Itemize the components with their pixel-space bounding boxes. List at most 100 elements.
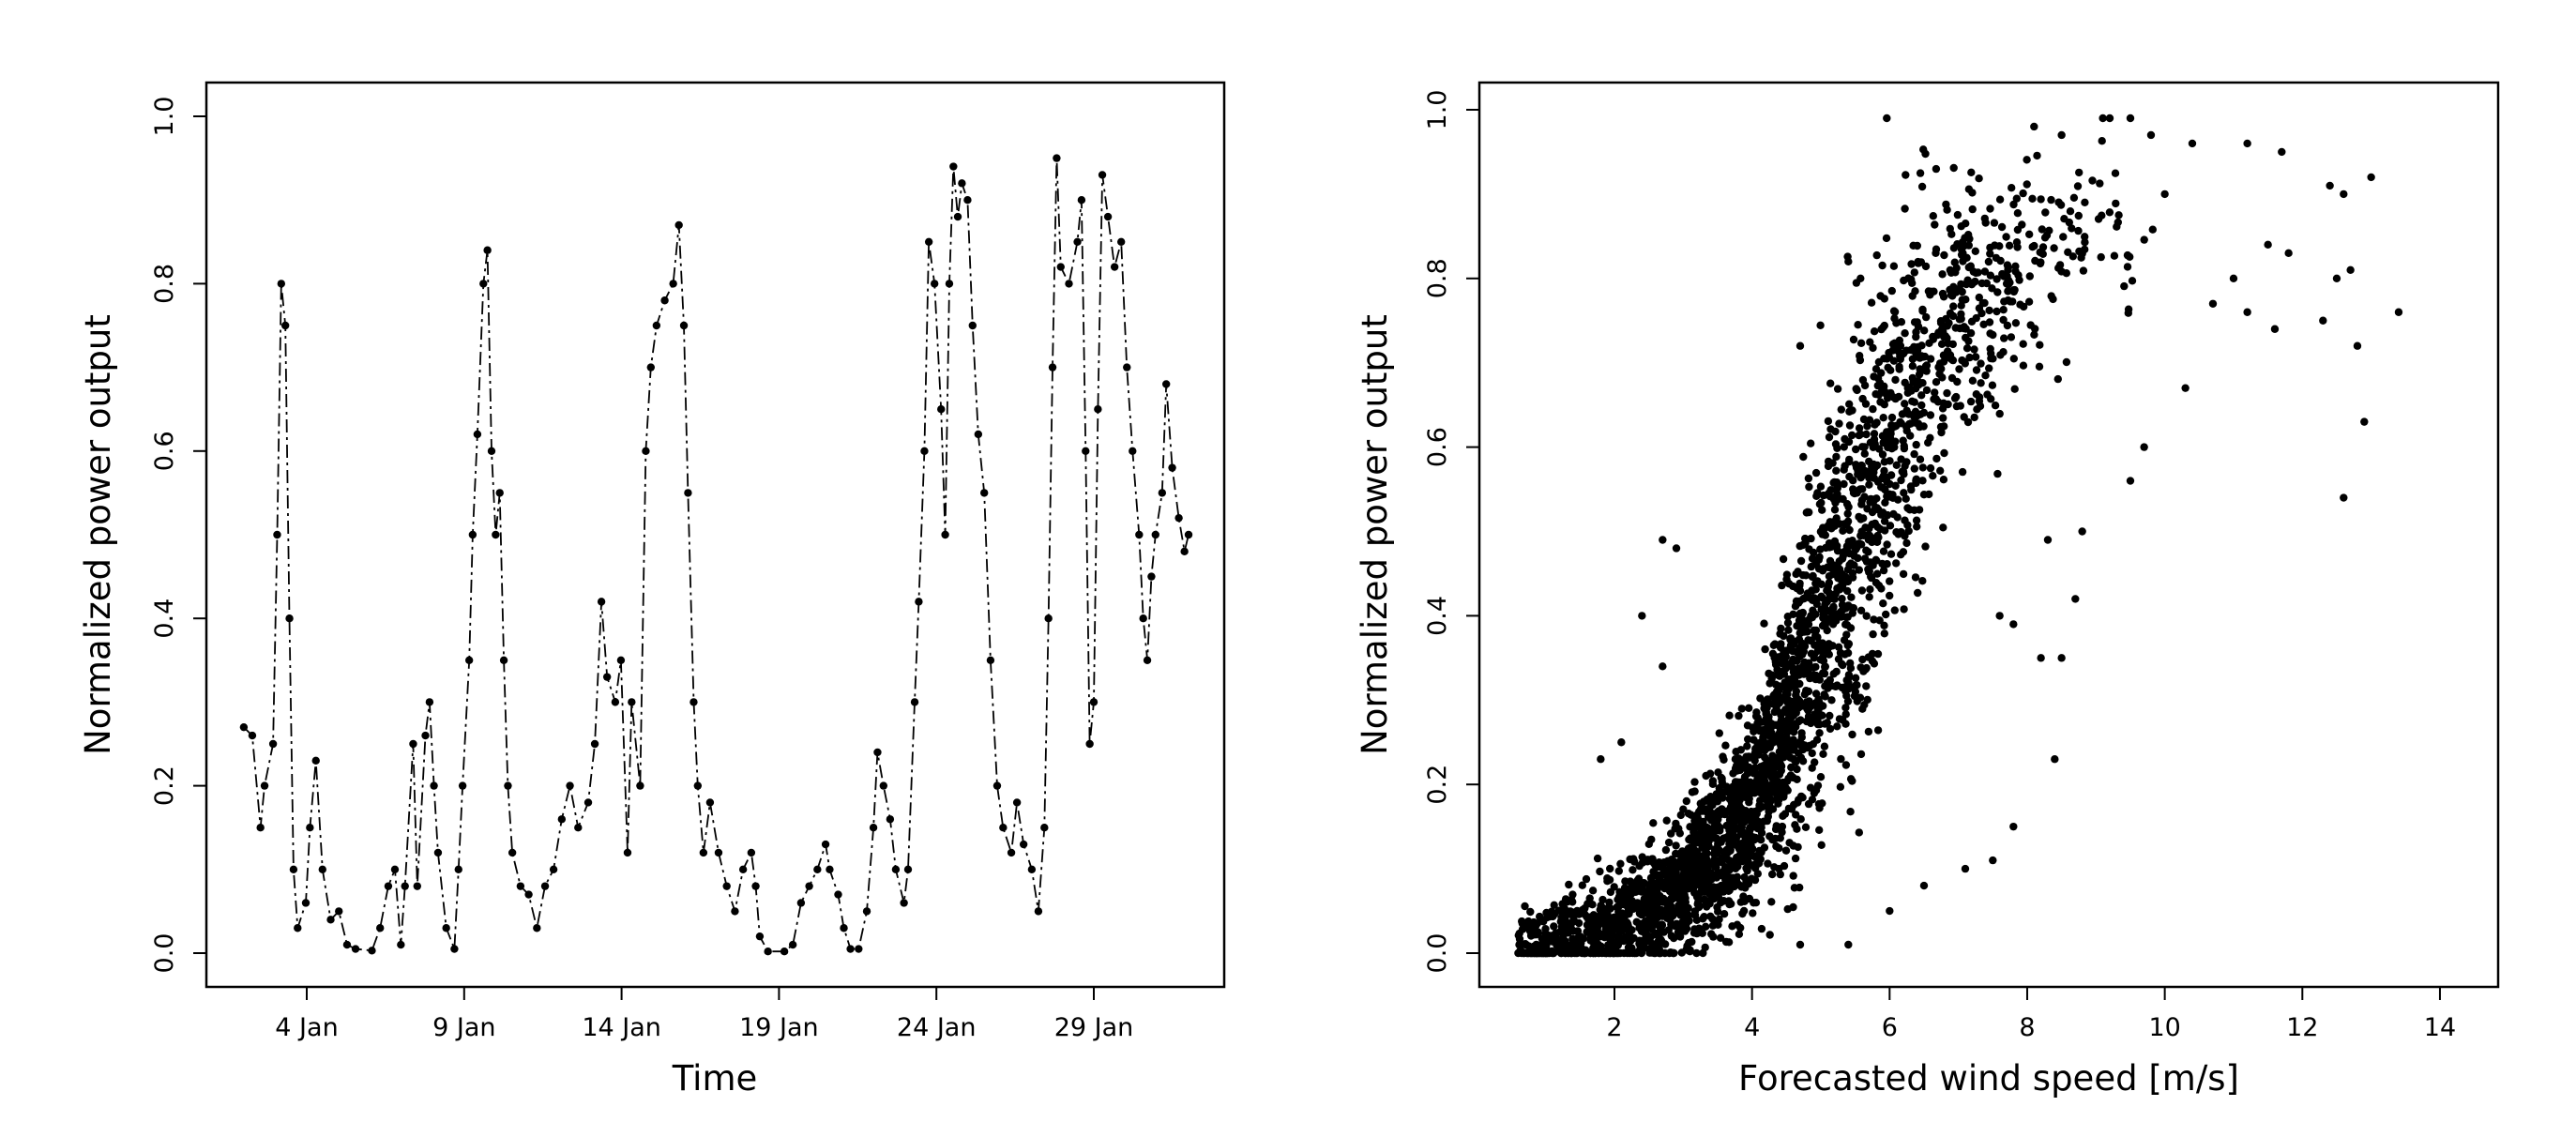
scatter-point [1932,395,1940,403]
scatter-point [1894,392,1903,402]
scatter-point [1768,870,1777,879]
scatter-point [1745,859,1753,869]
scatter-point [1725,815,1735,825]
scatter-point [1853,681,1861,690]
scatter-point [1654,906,1662,915]
scatter-point [1767,898,1776,906]
scatter-point [2047,195,2055,205]
scatter-point [1778,659,1787,668]
scatter-point [2030,241,2038,250]
scatter-point [1855,539,1864,548]
scatter-point [1796,556,1806,566]
scatter-point [1841,710,1850,719]
scatter-point [1940,250,1948,260]
scatter-point [1549,948,1558,958]
scatter-point [1777,766,1786,775]
data-point [397,940,405,949]
data-point [945,280,954,288]
scatter-point [1728,808,1736,816]
scatter-point [1939,399,1948,407]
scatter-point [1835,419,1843,428]
scatter-point [1871,389,1880,399]
scatter-point [1625,910,1633,918]
scatter-point [1721,937,1731,947]
data-point [623,848,632,857]
scatter-point [2037,195,2045,204]
scatter-point [1719,752,1727,761]
scatter-point [1888,491,1897,499]
scatter-point [1883,560,1891,568]
scatter-point [1715,846,1724,855]
scatter-point [1874,582,1884,590]
scatter-point [1946,224,1954,234]
scatter-point [1899,467,1908,477]
scatter-point [1698,929,1707,937]
scatter-point [2028,194,2037,203]
scatter-point [1865,593,1873,601]
scatter-point [2243,139,2251,148]
scatter-point [1856,274,1865,282]
scatter-point [1986,250,1994,258]
scatter-point [2057,130,2066,140]
scatter-point [1886,522,1895,530]
scatter-point [1604,903,1613,912]
scatter-point [1989,355,1997,363]
scatter-point [1999,315,2008,325]
scatter-point [1960,413,1968,421]
data-point [869,824,878,832]
scatter-point [1794,842,1802,852]
scatter-point [1814,565,1824,573]
scatter-point [1799,452,1808,462]
scatter-point [1874,506,1883,514]
scatter-point [2053,374,2062,384]
scatter-point [1838,659,1846,668]
scatter-point [1739,906,1749,916]
scatter-point [1901,205,1909,213]
scatter-point [1578,881,1587,889]
scatter-point [1776,726,1785,735]
data-point [930,280,939,288]
scatter-point [1725,711,1734,720]
scatter-point [1844,640,1854,648]
data-point [409,739,417,749]
scatter-point [1667,902,1675,911]
data-point [652,321,661,330]
scatter-point [1859,514,1868,523]
scatter-point [1826,675,1835,684]
scatter-point [1785,726,1795,735]
scatter-point [1921,542,1930,551]
scatter-point [1922,361,1932,370]
scatter-point [1804,474,1813,483]
scatter-point [1937,325,1947,334]
scatter-point [1934,363,1943,371]
scatter-point [1807,562,1816,571]
scatter-point [1853,386,1861,395]
data-point [674,220,683,230]
scatter-point [1658,938,1666,947]
scatter-point [1765,806,1774,814]
scatter-point [1757,828,1766,837]
data-point [764,948,772,956]
scatter-point [1722,787,1732,796]
scatter-point [1989,330,1997,340]
scatter-point [1870,659,1879,668]
scatter-point [1721,741,1730,750]
scatter-point [1917,410,1925,418]
scatter-point [1824,583,1833,591]
scatter-point [1807,439,1815,447]
scatter-point [1725,840,1734,848]
scatter-point [1778,827,1786,837]
scatter-point [1617,738,1626,747]
scatter-point [1943,334,1951,342]
scatter-point [1550,910,1559,918]
data-point [280,321,290,330]
scatter-point [1763,788,1771,796]
scatter-point [1924,287,1933,296]
scatter-point [1866,470,1874,478]
scatter-point [2146,130,2156,140]
scatter-point [1856,356,1865,365]
scatter-point [1791,821,1799,829]
scatter-point [1848,431,1856,440]
data-point [1110,263,1119,271]
scatter-point [2098,137,2106,145]
